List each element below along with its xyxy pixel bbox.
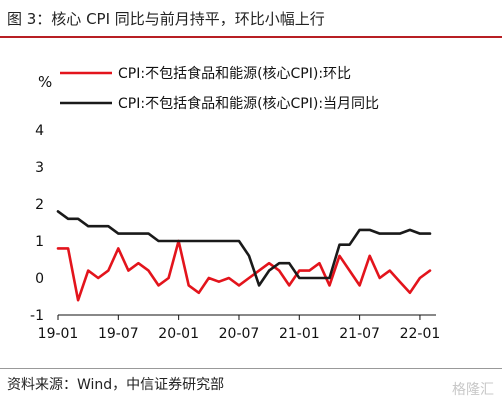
source-rule [0,368,502,369]
y-tick-label-4: 3 [35,160,44,176]
x-axis: 19-01 19-07 20-01 20-07 21-01 21-07 22-01 [38,314,441,342]
y-tick-label-3: 2 [35,197,44,213]
source-note: 资料来源：Wind，中信证券研究部 [7,377,225,393]
x-tick-label-3: 20-07 [219,326,260,342]
x-tick-label-4: 21-01 [279,326,320,342]
legend-label-1: CPI:不包括食品和能源(核心CPI):当月同比 [118,95,379,112]
plot-area [56,210,432,302]
y-axis-label: % [38,73,52,91]
x-tick-label-1: 19-07 [98,326,139,342]
x-tick-label-0: 19-01 [38,326,79,342]
figure-title: 图 3：核心 CPI 同比与前月持平，环比小幅上行 [7,10,325,28]
chart-legend: CPI:不包括食品和能源(核心CPI):环比 CPI:不包括食品和能源(核心CPI… [60,65,379,112]
series-line-1 [56,210,432,287]
x-tick-label-6: 22-01 [400,326,441,342]
y-axis-ticks: -1 0 1 2 3 4 [30,123,44,324]
y-tick-label-0: -1 [30,308,44,324]
x-tick-label-5: 21-07 [339,326,380,342]
line-chart: % CPI:不包括食品和能源(核心CPI):环比CPI:不包括食品和能源(核心C… [30,65,441,342]
title-rule [0,36,502,38]
x-tick-label-2: 20-01 [158,326,199,342]
watermark-text: 格隆汇 [452,382,494,398]
y-tick-label-1: 0 [35,271,44,287]
series-line-0 [56,239,432,302]
legend-label-0: CPI:不包括食品和能源(核心CPI):环比 [118,65,351,82]
y-tick-label-2: 1 [35,234,44,250]
y-tick-label-5: 4 [35,123,44,139]
